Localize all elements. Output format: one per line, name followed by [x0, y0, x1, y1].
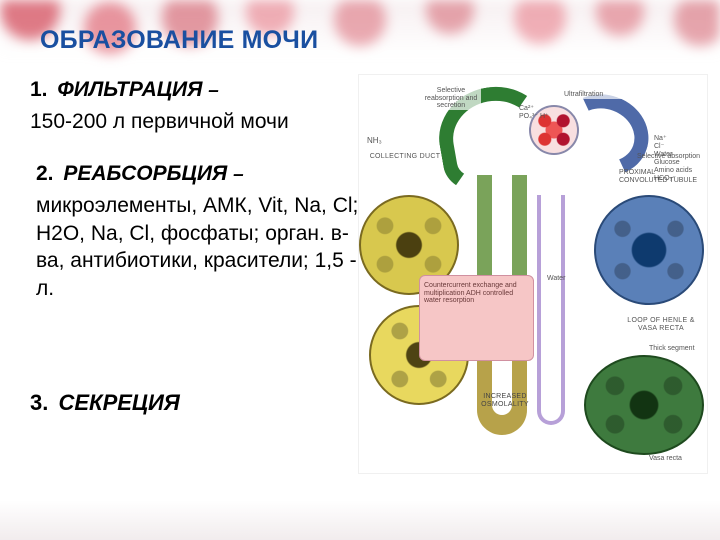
- stage-3-num: 3.: [30, 390, 48, 415]
- stage-3: 3. СЕКРЕЦИЯ: [30, 390, 380, 420]
- stage-1-body: 150-200 л первичной мочи: [30, 110, 289, 133]
- label-collecting-duct: COLLECTING DUCT: [365, 153, 445, 161]
- stage-2-dash: –: [233, 164, 244, 185]
- stage-3-name: СЕКРЕЦИЯ: [58, 390, 179, 415]
- nephron-diagram: Countercurrent exchange and multiplicati…: [358, 74, 708, 474]
- stage-1-dash: –: [208, 80, 219, 101]
- crosssection-blue: [594, 195, 704, 305]
- label-nh3: NH₃: [367, 137, 382, 146]
- pink-annotation-box: Countercurrent exchange and multiplicati…: [419, 275, 534, 361]
- label-vasa-recta: Vasa recta: [649, 455, 709, 463]
- label-thick-segment: Thick segment: [649, 345, 709, 353]
- stage-2-name: РЕАБСОРБЦИЯ: [63, 162, 227, 185]
- label-loop-henle: LOOP OF HENLE & VASA RECTA: [617, 317, 705, 332]
- label-na-cl: Na⁺ Cl⁻ Water Glucose Amino acids HCO₃⁻: [654, 135, 714, 183]
- crosssection-green: [584, 355, 704, 455]
- label-ultrafiltration: Ultrafiltration: [564, 91, 624, 99]
- stage-1-name: ФИЛЬТРАЦИЯ: [57, 78, 202, 101]
- stage-1-num: 1.: [30, 78, 48, 101]
- label-ca-po4: Ca²⁺ PO₄³⁻ H⁺: [519, 105, 549, 120]
- vasa-recta-shape: [537, 195, 565, 425]
- label-water: Water: [547, 275, 565, 283]
- stage-2-num: 2.: [36, 162, 54, 185]
- label-selective-reabs: Selective reabsorption and secretion: [421, 87, 481, 110]
- stage-2: 2. РЕАБСОРБЦИЯ – микроэлементы, АМК, Vit…: [36, 160, 376, 307]
- decor-bottom-fade: [0, 500, 720, 540]
- slide-title: ОБРАЗОВАНИЕ МОЧИ: [40, 26, 318, 55]
- label-increased-osmolality: INCREASED OSMOLALITY: [465, 393, 545, 408]
- stage-1: 1. ФИЛЬТРАЦИЯ – 150-200 л первичной мочи: [30, 76, 380, 140]
- stage-2-body: микроэлементы, АМК, Vit, Na, Cl; Н2О, Na…: [36, 194, 374, 300]
